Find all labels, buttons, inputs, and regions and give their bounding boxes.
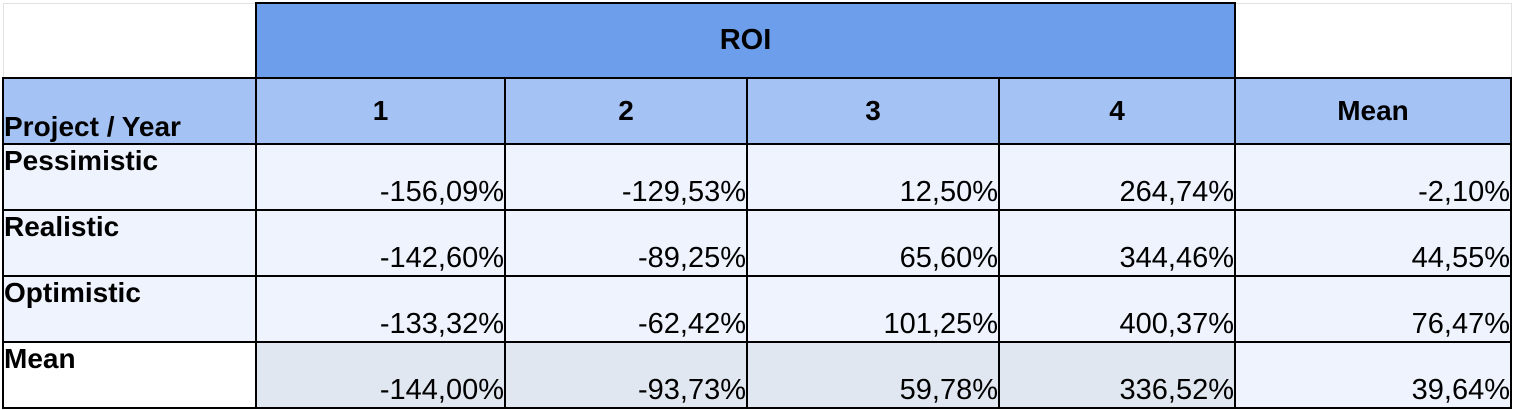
table-cell[interactable]: -89,25%	[504, 209, 748, 277]
header-row: Project / Year 1 2 3 4 Mean	[2, 77, 1512, 145]
mean-row: Mean -144,00% -93,73% 59,78% 336,52% 39,…	[2, 341, 1512, 409]
table-cell[interactable]: -62,42%	[504, 275, 748, 343]
table-cell[interactable]: 65,60%	[746, 209, 1000, 277]
table-cell[interactable]: 344,46%	[998, 209, 1236, 277]
empty-cell[interactable]	[1234, 2, 1512, 79]
table-cell[interactable]: -129,53%	[504, 143, 748, 211]
title-row: ROI	[2, 2, 1512, 79]
table-row: Realistic -142,60% -89,25% 65,60% 344,46…	[2, 209, 1512, 277]
row-label-realistic[interactable]: Realistic	[2, 209, 257, 277]
corner-header-cell[interactable]: Project / Year	[2, 77, 257, 145]
table-row: Pessimistic -156,09% -129,53% 12,50% 264…	[2, 143, 1512, 211]
column-header-year-1[interactable]: 1	[255, 77, 506, 145]
row-label-mean[interactable]: Mean	[2, 341, 257, 409]
table-row: Optimistic -133,32% -62,42% 101,25% 400,…	[2, 275, 1512, 343]
table-cell-mean[interactable]: 76,47%	[1234, 275, 1512, 343]
table-cell-mean[interactable]: -2,10%	[1234, 143, 1512, 211]
column-header-mean[interactable]: Mean	[1234, 77, 1512, 145]
table-cell[interactable]: 59,78%	[746, 341, 1000, 409]
table-cell[interactable]: -142,60%	[255, 209, 506, 277]
row-label-optimistic[interactable]: Optimistic	[2, 275, 257, 343]
table-title-cell[interactable]: ROI	[255, 2, 1236, 79]
row-label-pessimistic[interactable]: Pessimistic	[2, 143, 257, 211]
table-cell[interactable]: -144,00%	[255, 341, 506, 409]
column-header-year-3[interactable]: 3	[746, 77, 1000, 145]
table-cell-overall-mean[interactable]: 39,64%	[1234, 341, 1512, 409]
table-cell[interactable]: 101,25%	[746, 275, 1000, 343]
empty-cell[interactable]	[2, 2, 257, 79]
table-cell[interactable]: -93,73%	[504, 341, 748, 409]
table-cell[interactable]: 264,74%	[998, 143, 1236, 211]
table-cell[interactable]: 336,52%	[998, 341, 1236, 409]
table-cell[interactable]: 400,37%	[998, 275, 1236, 343]
column-header-year-2[interactable]: 2	[504, 77, 748, 145]
table-cell[interactable]: -133,32%	[255, 275, 506, 343]
column-header-year-4[interactable]: 4	[998, 77, 1236, 145]
table-cell-mean[interactable]: 44,55%	[1234, 209, 1512, 277]
table-cell[interactable]: -156,09%	[255, 143, 506, 211]
table-cell[interactable]: 12,50%	[746, 143, 1000, 211]
